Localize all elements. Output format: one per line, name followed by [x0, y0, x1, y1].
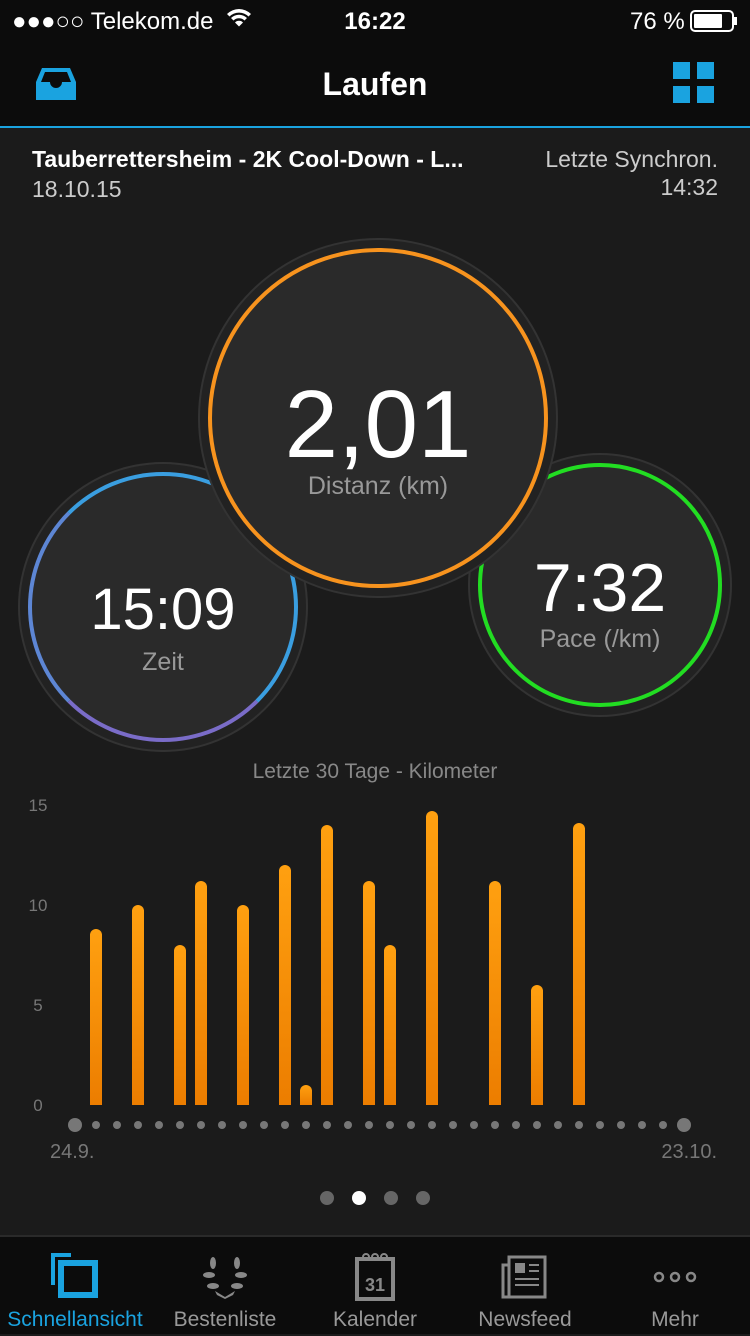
- tab-label: Mehr: [651, 1308, 699, 1331]
- day-dot: [323, 1121, 331, 1129]
- day-dot: [197, 1121, 205, 1129]
- battery-percent: 76 %: [630, 8, 685, 35]
- distance-label: Distanz (km): [307, 472, 449, 500]
- tab-label: Schnellansicht: [7, 1308, 143, 1331]
- page-dot[interactable]: [416, 1191, 430, 1205]
- grid-icon[interactable]: [673, 62, 715, 109]
- bar[interactable]: [384, 945, 396, 1105]
- day-dot: [428, 1121, 436, 1129]
- day-dot: [617, 1121, 625, 1129]
- tab-label: Kalender: [332, 1308, 418, 1331]
- more-icon: [653, 1271, 697, 1283]
- y-tick-label: 15: [29, 796, 48, 815]
- day-dot: [575, 1121, 583, 1129]
- tab-bar: Schnellansicht Bestenliste 31 Kalender N…: [0, 1235, 750, 1334]
- y-tick-label: 5: [33, 996, 42, 1015]
- x-end-label: 23.10.: [661, 1141, 717, 1163]
- bar[interactable]: [174, 945, 186, 1105]
- bar[interactable]: [321, 825, 333, 1105]
- carrier: ●●●○○ Telekom.de: [12, 8, 214, 35]
- day-dot: [491, 1121, 499, 1129]
- chart-title: Letzte 30 Tage - Kilometer: [252, 760, 498, 783]
- day-dot: [365, 1121, 373, 1129]
- day-dot: [155, 1121, 163, 1129]
- activity-date: 18.10.15: [32, 176, 122, 202]
- pace-label: Pace (/km): [539, 625, 661, 653]
- pace-value: 7:32: [533, 550, 667, 626]
- day-dot: [92, 1121, 100, 1129]
- clock: 16:22: [344, 8, 406, 35]
- day-dot: [113, 1121, 121, 1129]
- bar[interactable]: [237, 905, 249, 1105]
- day-dot: [533, 1121, 541, 1129]
- day-dot: [134, 1121, 142, 1129]
- quick-view-icon: [51, 1253, 98, 1298]
- bar[interactable]: [426, 811, 438, 1105]
- bar[interactable]: [363, 881, 375, 1105]
- time-label: Zeit: [142, 648, 184, 676]
- day-dot: [596, 1121, 604, 1129]
- day-endpoint-dot: [68, 1118, 82, 1132]
- distance-circle[interactable]: 2,01 Distanz (km): [208, 248, 548, 588]
- status-bar: ●●●○○ Telekom.de 16:22 76 %: [0, 0, 750, 42]
- time-value: 15:09: [90, 577, 236, 642]
- day-dot: [260, 1121, 268, 1129]
- day-dot: [176, 1121, 184, 1129]
- page-dot[interactable]: [320, 1191, 334, 1205]
- sync-time: 14:32: [660, 174, 718, 200]
- day-dot: [239, 1121, 247, 1129]
- newspaper-icon: [501, 1255, 547, 1299]
- inbox-icon[interactable]: [36, 66, 76, 107]
- bar[interactable]: [300, 1085, 312, 1105]
- day-dot: [449, 1121, 457, 1129]
- y-tick-label: 0: [33, 1096, 42, 1115]
- wifi-icon: [226, 6, 252, 35]
- day-dot: [386, 1121, 394, 1129]
- day-dot: [218, 1121, 226, 1129]
- battery-icon: [690, 10, 738, 39]
- day-dot: [344, 1121, 352, 1129]
- activity-header[interactable]: Tauberrettersheim - 2K Cool-Down - L... …: [0, 130, 750, 210]
- page-title: Laufen: [322, 66, 428, 102]
- x-start-label: 24.9.: [50, 1141, 94, 1163]
- tab-newsfeed[interactable]: Newsfeed: [450, 1237, 600, 1336]
- distance-chart[interactable]: 0 5 10 15 24.9. 23.10.: [0, 790, 750, 1170]
- tab-kalender[interactable]: 31 Kalender: [300, 1237, 450, 1336]
- day-dot: [659, 1121, 667, 1129]
- day-dot: [638, 1121, 646, 1129]
- bar[interactable]: [195, 881, 207, 1105]
- y-tick-label: 10: [29, 896, 48, 915]
- tab-label: Bestenliste: [173, 1308, 277, 1331]
- day-dot: [302, 1121, 310, 1129]
- tab-label: Newsfeed: [478, 1308, 572, 1331]
- tab-schnellansicht[interactable]: Schnellansicht: [0, 1237, 150, 1336]
- nav-bar: Laufen: [0, 42, 750, 128]
- sync-label: Letzte Synchron.: [545, 146, 718, 172]
- tab-bestenliste[interactable]: Bestenliste: [150, 1237, 300, 1336]
- activity-name: Tauberrettersheim - 2K Cool-Down - L...: [32, 146, 464, 172]
- laurel-icon: [203, 1257, 247, 1299]
- day-dot: [407, 1121, 415, 1129]
- bar[interactable]: [489, 881, 501, 1105]
- distance-value: 2,01: [284, 371, 472, 478]
- day-dot: [470, 1121, 478, 1129]
- day-endpoint-dot: [677, 1118, 691, 1132]
- day-dot: [281, 1121, 289, 1129]
- day-dot: [512, 1121, 520, 1129]
- bar[interactable]: [531, 985, 543, 1105]
- page-dot-active[interactable]: [352, 1191, 366, 1205]
- page-dot[interactable]: [384, 1191, 398, 1205]
- day-dot: [554, 1121, 562, 1129]
- bar[interactable]: [132, 905, 144, 1105]
- calendar-icon: 31: [355, 1253, 395, 1301]
- bar[interactable]: [279, 865, 291, 1105]
- bar[interactable]: [573, 823, 585, 1105]
- tab-mehr[interactable]: Mehr: [600, 1237, 750, 1336]
- calendar-day: 31: [365, 1275, 385, 1295]
- bar[interactable]: [90, 929, 102, 1105]
